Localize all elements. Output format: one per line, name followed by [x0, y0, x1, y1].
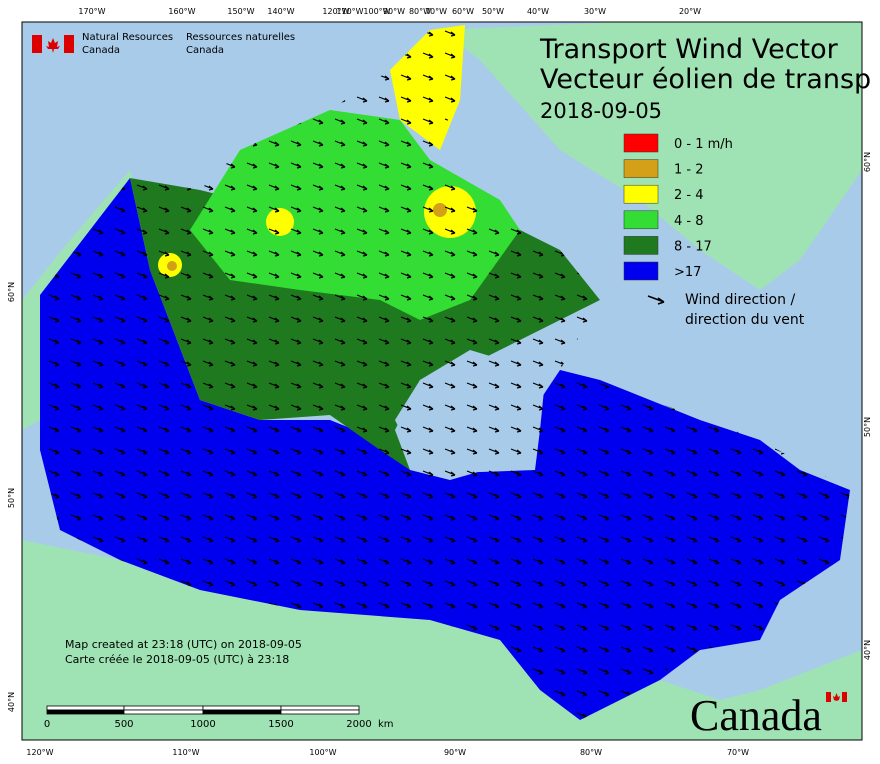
lon-label-top: 50°W: [482, 7, 504, 16]
title-fr: Vecteur éolien de transp: [540, 64, 871, 95]
scale-segment: [123, 705, 204, 711]
arrow-symbol: [647, 295, 665, 305]
scale-label: 1500: [268, 719, 293, 730]
lon-label-top: 40°W: [527, 7, 549, 16]
scale-segment: [46, 705, 125, 711]
lat-label-right: 60°N: [863, 152, 872, 172]
nrcan-signature: Natural Resources Canada Ressources natu…: [32, 32, 295, 56]
title-en: Transport Wind Vector: [539, 34, 839, 65]
credit-fr: Carte créée le 2018-09-05 (UTC) à 23:18: [65, 653, 289, 666]
greenland: [440, 22, 862, 290]
legend: 0 - 1 m/h 1 - 2 2 - 4 4 - 8 8 - 17 >17: [623, 133, 733, 281]
agency-fr: Ressources naturelles: [186, 32, 295, 43]
scale-segment: [280, 709, 360, 715]
arrow-label-en: Wind direction /: [685, 292, 795, 308]
wordmark-text: Canada: [690, 691, 822, 740]
scale-segment: [202, 709, 282, 715]
scale-label: 500: [114, 719, 133, 730]
lon-label-bottom: 90°W: [444, 748, 466, 757]
lat-label-left: 40°N: [7, 692, 16, 712]
scale-segment: [123, 709, 204, 715]
lon-label-top: 90°W: [383, 7, 405, 16]
maple-leaf: [46, 38, 60, 53]
lon-label-top: 100°W: [363, 7, 390, 16]
legend-label: >17: [674, 265, 701, 280]
scale-bar: 0 500 1000 1500 2000 km: [44, 705, 394, 730]
country-en: Canada: [82, 45, 120, 56]
flag-bar: [842, 692, 847, 702]
lon-label-bottom: 100°W: [309, 748, 336, 757]
legend-swatch: [623, 159, 659, 178]
lon-label-top: 160°W: [168, 7, 195, 16]
lat-label-right: 40°N: [863, 640, 872, 660]
map-body: [22, 22, 862, 740]
maple-leaf: [833, 693, 840, 701]
scale-label: 1000: [190, 719, 215, 730]
scale-unit: km: [378, 719, 394, 730]
lon-label-top: 140°W: [267, 7, 294, 16]
canada-wordmark: Canada: [690, 691, 847, 740]
lon-label-top: 150°W: [227, 7, 254, 16]
scale-segment: [46, 709, 125, 715]
lon-label-bottom: 110°W: [172, 748, 199, 757]
lon-label-top: 30°W: [584, 7, 606, 16]
lon-label-bottom: 80°W: [580, 748, 602, 757]
frame: [21, 21, 863, 741]
scale-label: 2000: [346, 719, 371, 730]
legend-swatch: [623, 210, 659, 230]
legend-label: 1 - 2: [674, 163, 704, 178]
legend-label: 8 - 17: [674, 239, 712, 254]
scale-label: 0: [44, 719, 50, 730]
lat-label-left: 60°N: [7, 282, 16, 302]
lon-label-top: 60°W: [452, 7, 474, 16]
scale-segment: [202, 705, 282, 711]
lon-label-top: 70°W: [425, 7, 447, 16]
title-date: 2018-09-05: [540, 99, 662, 123]
flag-bar: [32, 35, 42, 53]
legend-swatch: [623, 236, 659, 255]
credit-en: Map created at 23:18 (UTC) on 2018-09-05: [65, 638, 302, 651]
lon-label-bottom: 120°W: [26, 748, 53, 757]
lon-label-bottom: 70°W: [727, 748, 749, 757]
lat-label-right: 50°N: [863, 417, 872, 437]
lon-label-top: 80°W: [409, 7, 431, 16]
lon-label-top: 170°W: [78, 7, 105, 16]
usa: [22, 540, 862, 740]
legend-label: 4 - 8: [674, 214, 704, 229]
legend-label: 2 - 4: [674, 188, 704, 203]
legend-swatch: [623, 261, 659, 281]
arrow-legend: Wind direction / direction du vent: [647, 292, 805, 328]
lon-label-top: 20°W: [679, 7, 701, 16]
flag-bar: [64, 35, 74, 53]
lat-label-left: 50°N: [7, 488, 16, 508]
flag-bar: [826, 692, 831, 702]
legend-label: 0 - 1 m/h: [674, 137, 733, 152]
scale-segment: [280, 705, 360, 711]
agency-en: Natural Resources: [82, 32, 173, 43]
lon-label-top: 120°W: [322, 7, 349, 16]
legend-swatch: [623, 133, 659, 153]
legend-swatch: [623, 184, 659, 204]
country-fr: Canada: [186, 45, 224, 56]
lon-label-top: 110°W: [336, 7, 363, 16]
arrow-label-fr: direction du vent: [685, 312, 805, 328]
